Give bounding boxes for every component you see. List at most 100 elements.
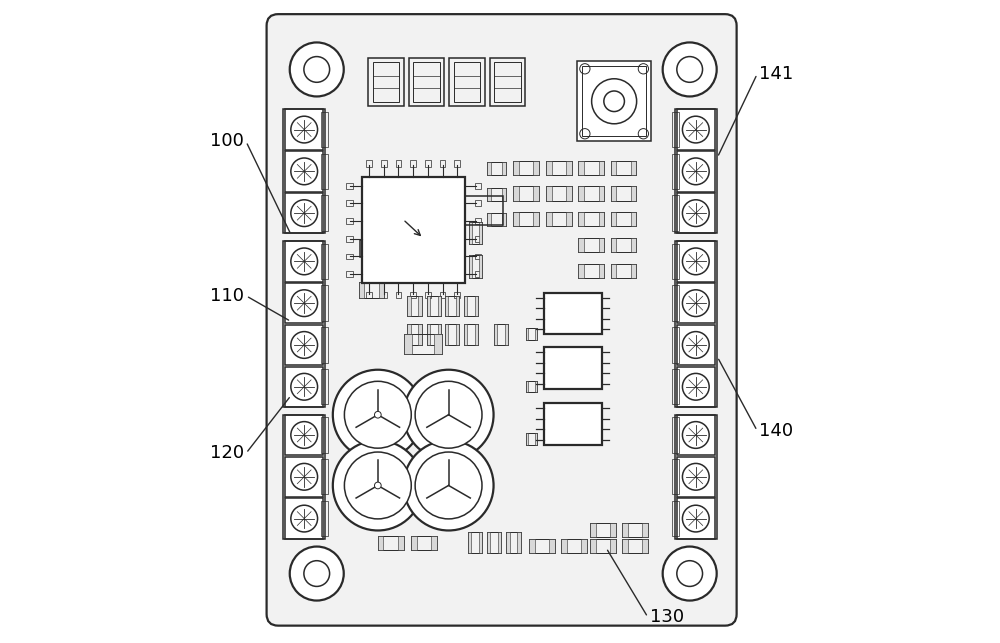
Bar [610,523,616,537]
Bar [561,539,567,553]
Bar [425,160,431,167]
Circle shape [290,547,344,601]
Circle shape [415,452,482,519]
Bar [611,161,636,175]
Bar [321,501,328,536]
Bar [378,536,404,550]
Bar [544,293,602,334]
Bar [672,244,679,279]
Bar [622,523,648,537]
Circle shape [291,290,318,316]
Bar [487,162,506,175]
Circle shape [291,116,318,143]
Bar [283,241,325,407]
Bar [677,367,715,407]
Bar [418,296,422,316]
Bar [418,324,422,345]
Bar [502,188,506,201]
Bar [672,369,679,404]
Bar [672,501,679,536]
Bar [321,195,328,231]
Circle shape [291,422,318,448]
Bar [321,459,328,494]
Bar [677,325,715,365]
Circle shape [291,200,318,226]
Bar [502,162,506,175]
Bar [494,324,497,345]
Bar [427,324,441,345]
Circle shape [682,374,709,400]
Bar [529,539,555,553]
Bar [366,160,372,167]
Bar [590,539,616,553]
Bar [578,238,584,252]
Circle shape [291,464,318,490]
Bar [611,264,636,278]
Bar [469,222,482,244]
Bar [427,296,441,316]
Bar [578,238,604,252]
Bar [456,324,459,345]
Bar [359,282,364,298]
Circle shape [304,561,330,586]
Bar [526,381,537,392]
Bar [425,292,431,298]
Bar [578,186,604,201]
Bar [475,324,478,345]
Bar [321,154,328,189]
Bar [442,243,447,257]
Bar [578,264,584,278]
Bar [475,253,481,259]
Bar [423,265,431,283]
Bar [526,328,528,340]
Bar [677,151,715,192]
Circle shape [682,158,709,185]
Bar [346,253,353,259]
Bar [535,381,537,392]
Bar [285,151,323,192]
Bar [526,433,528,445]
Bar [677,283,715,323]
Bar [458,243,463,257]
Bar [346,271,353,277]
Bar [346,201,353,206]
Bar [533,212,539,226]
Bar [407,296,411,316]
Bar [454,62,480,102]
Bar [379,282,384,298]
Bar [321,369,328,404]
Bar [513,161,519,175]
Bar [561,539,587,553]
Circle shape [291,332,318,358]
Bar [677,457,715,497]
Bar [346,218,353,224]
Circle shape [682,332,709,358]
Bar [506,532,521,553]
Circle shape [333,440,423,530]
Bar [479,255,482,278]
Bar [677,109,715,150]
Bar [611,238,616,252]
Bar [546,161,572,175]
Bar [546,212,572,226]
Bar [599,264,604,278]
Circle shape [344,381,411,448]
Circle shape [604,91,624,112]
Bar [506,532,510,553]
Bar [535,433,537,445]
Bar [544,347,602,389]
Circle shape [404,370,494,460]
Bar [321,112,328,147]
Bar [566,212,572,226]
Bar [464,324,478,345]
Bar [410,292,416,298]
Bar [672,327,679,363]
Circle shape [677,561,703,586]
Bar [513,186,539,201]
Bar [578,161,604,175]
Bar [526,328,537,340]
Bar [285,283,323,323]
Bar [464,324,467,345]
Bar [494,324,508,345]
Bar [675,415,717,539]
